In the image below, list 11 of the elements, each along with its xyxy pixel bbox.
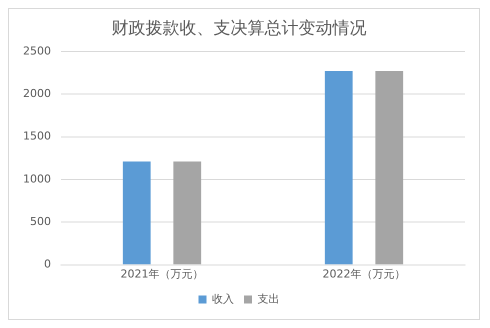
y-tick-label: 1500 (22, 130, 51, 143)
y-tick-label: 500 (30, 214, 51, 228)
y-tick-label: 1000 (22, 172, 51, 186)
legend-label: 收入 (212, 292, 234, 306)
chart-title: 财政拨款收、支决算总计变动情况 (112, 18, 366, 39)
y-tick-label: 2000 (22, 86, 51, 100)
x-tick-label: 2021年（万元） (120, 267, 204, 280)
y-tick-label: 0 (44, 258, 51, 271)
y-tick-label: 2500 (22, 44, 51, 58)
x-tick-label: 2022年（万元） (322, 267, 406, 280)
legend-label: 支出 (258, 292, 280, 306)
